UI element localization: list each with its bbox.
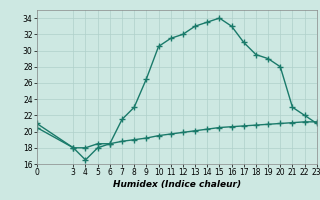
X-axis label: Humidex (Indice chaleur): Humidex (Indice chaleur) bbox=[113, 180, 241, 189]
